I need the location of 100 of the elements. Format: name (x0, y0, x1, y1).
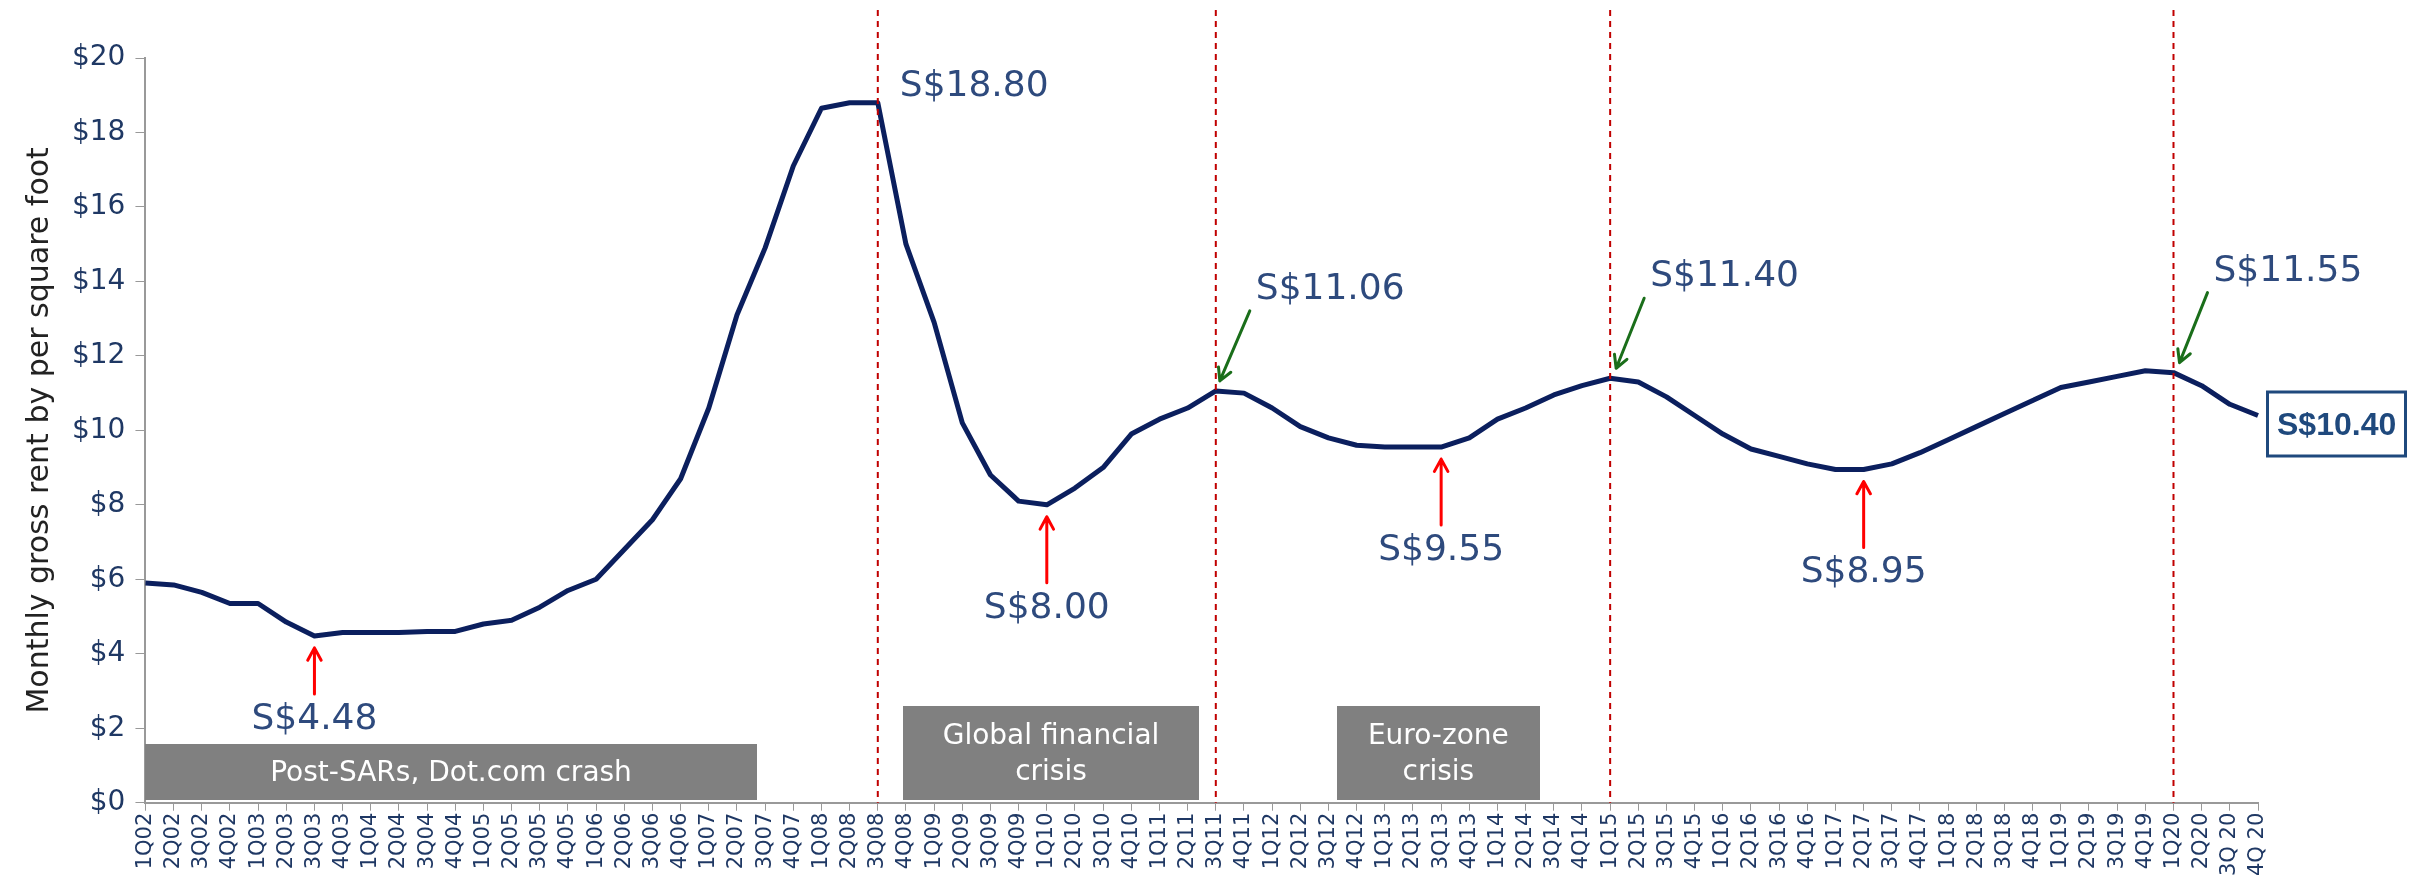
x-tick-label: 2Q19 (2075, 812, 2100, 870)
y-tick-label: $2 (89, 709, 126, 743)
y-tick-label: $8 (89, 486, 126, 520)
label-box: Euro-zone crisis (1336, 705, 1540, 800)
x-tick-label: 3Q10 (1089, 812, 1114, 870)
x-tick-label: 1Q04 (357, 812, 382, 870)
y-tick-label: $10 (71, 411, 126, 445)
x-tick-label: 3Q13 (1427, 812, 1452, 870)
x-tick-label: 3Q02 (188, 812, 213, 870)
x-tick-label: 2Q08 (836, 812, 861, 870)
x-tick-label: 4Q19 (2131, 812, 2156, 870)
x-tick-label: 1Q13 (1371, 812, 1396, 870)
label-box: Post-SARs, Dot.com crash (145, 743, 757, 800)
x-tick-label: 4Q14 (1568, 812, 1593, 870)
x-tick-label: 4Q02 (216, 812, 241, 870)
y-tick-label: $4 (89, 635, 126, 669)
x-tick-label: 4Q04 (441, 812, 466, 870)
x-tick-label: 1Q09 (920, 812, 945, 870)
y-tick-label: $16 (71, 188, 126, 222)
x-tick-label: 2Q04 (385, 812, 410, 870)
x-tick-label: 1Q06 (582, 812, 607, 870)
annotation: S$4.48 (251, 695, 378, 737)
x-tick-label: 3Q17 (1878, 812, 1903, 870)
x-tick-label: 2Q20 (2188, 812, 2213, 870)
x-tick-label: 4Q15 (1681, 812, 1706, 870)
x-tick-label: 2Q10 (1061, 812, 1086, 870)
x-tick-label: 2Q09 (948, 812, 973, 870)
x-tick-label: 2Q14 (1512, 812, 1537, 870)
x-tick-label: 2Q11 (1174, 812, 1199, 870)
y-axis-title: Monthly gross rent by per square foot (19, 146, 55, 714)
x-tick-label: 1Q19 (2047, 812, 2072, 870)
x-tick-label: 1Q11 (1145, 812, 1170, 870)
x-tick-label: 1Q03 (244, 812, 269, 870)
x-tick-label: 3Q11 (1202, 812, 1227, 870)
x-tick-label: 1Q07 (695, 812, 720, 870)
x-tick-label: 2Q03 (272, 812, 297, 870)
x-tick-label: 4Q17 (1906, 812, 1931, 870)
x-tick-label: 4Q07 (779, 812, 804, 870)
annotation: S$11.40 (1650, 252, 1799, 294)
annotation: Post-SARs, Dot.com crash (270, 753, 632, 790)
y-tick-label: $6 (89, 560, 126, 594)
x-tick-label: 4Q11 (1230, 812, 1255, 870)
annotation: S$10.40 (2277, 405, 2397, 442)
label-box: Global financial crisis (903, 705, 1199, 800)
x-tick-label: 1Q05 (469, 812, 494, 870)
x-tick-label: 2Q02 (160, 812, 185, 870)
annotation: S$11.06 (1255, 265, 1405, 307)
x-tick-label: 2Q15 (1624, 812, 1649, 870)
annotation: Global financial crisis (941, 716, 1161, 789)
y-tick-label: $18 (71, 113, 126, 147)
x-tick-label: 2Q13 (1399, 812, 1424, 870)
x-tick-label: 3Q14 (1540, 812, 1565, 870)
x-tick-label: 1Q17 (1821, 812, 1846, 870)
x-tick-label: 3Q09 (976, 812, 1001, 870)
x-tick-label: 4Q03 (329, 812, 354, 870)
x-tick-label: 2Q17 (1850, 812, 1875, 870)
y-tick-label: $20 (71, 39, 126, 73)
x-tick-label: 4Q18 (2019, 812, 2044, 870)
annotation: S$11.55 (2213, 247, 2363, 289)
x-tick-label: 2Q05 (498, 812, 523, 870)
x-tick-label: 2Q07 (723, 812, 748, 870)
x-tick-label: 2Q12 (1286, 812, 1311, 870)
x-tick-label: 4Q05 (554, 812, 579, 870)
x-tick-label: 3Q19 (2103, 812, 2128, 870)
x-tick-label: 2Q18 (1962, 812, 1987, 870)
x-tick-label: 1Q20 (2159, 812, 2184, 870)
x-tick-label: 1Q16 (1709, 812, 1734, 870)
x-tick-label: 2Q06 (610, 812, 635, 870)
annotation: Euro-zone crisis (1366, 716, 1510, 789)
x-tick-label: 1Q02 (131, 812, 156, 870)
x-tick-label: 2Q16 (1737, 812, 1762, 870)
x-tick-label: 3Q07 (751, 812, 776, 870)
annotation: S$18.80 (899, 62, 1049, 104)
x-tick-label: 3Q 20 (2216, 812, 2241, 877)
x-tick-label: 3Q03 (300, 812, 325, 870)
x-tick-label: 4Q 20 (2244, 812, 2269, 877)
x-tick-label: 3Q06 (638, 812, 663, 870)
y-tick-label: $12 (71, 337, 126, 371)
x-tick-label: 4Q16 (1793, 812, 1818, 870)
x-tick-label: 1Q18 (1934, 812, 1959, 870)
x-tick-label: 4Q09 (1005, 812, 1030, 870)
x-tick-label: 4Q08 (892, 812, 917, 870)
x-tick-label: 4Q10 (1117, 812, 1142, 870)
x-tick-label: 3Q15 (1652, 812, 1677, 870)
x-tick-label: 3Q08 (864, 812, 889, 870)
y-tick-label: $14 (71, 262, 126, 296)
x-tick-label: 4Q13 (1455, 812, 1480, 870)
x-tick-label: 1Q12 (1258, 812, 1283, 870)
annotation: S$8.00 (983, 584, 1110, 626)
x-tick-label: 4Q06 (667, 812, 692, 870)
x-tick-label: 1Q14 (1483, 812, 1508, 870)
x-tick-label: 3Q18 (1990, 812, 2015, 870)
annotation: S$9.55 (1378, 526, 1505, 568)
x-tick-label: 3Q04 (413, 812, 438, 870)
x-tick-label: 3Q12 (1314, 812, 1339, 870)
x-tick-label: 3Q16 (1765, 812, 1790, 870)
x-tick-label: 1Q08 (807, 812, 832, 870)
x-tick-label: 4Q12 (1343, 812, 1368, 870)
y-tick-label: $0 (89, 783, 126, 817)
x-tick-label: 3Q05 (526, 812, 551, 870)
